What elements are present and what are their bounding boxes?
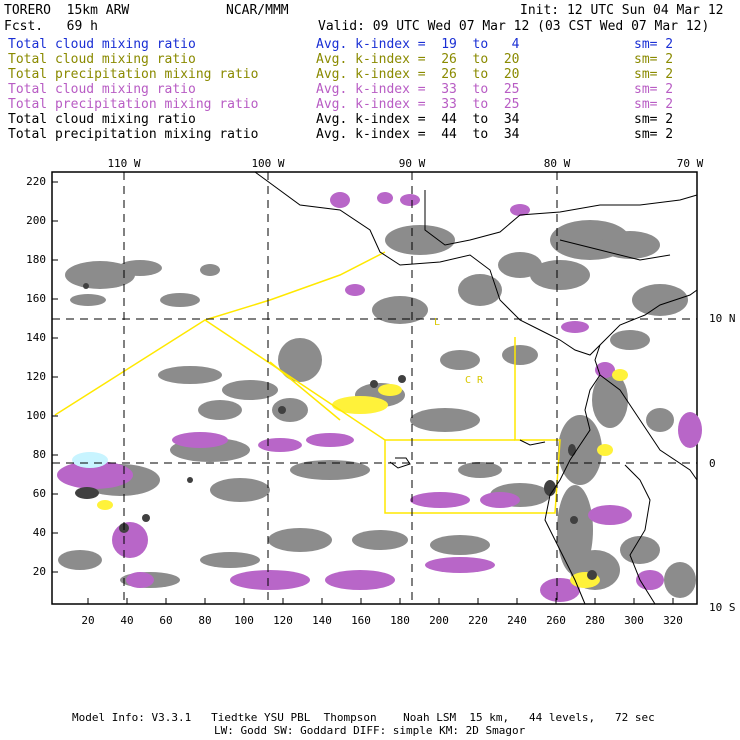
x-tick-label: 260: [546, 614, 566, 627]
x-tick-label: 200: [429, 614, 449, 627]
legend-row-field: Total cloud mixing ratio: [8, 52, 196, 67]
coastlines: [254, 171, 698, 605]
legend-row-avg: Avg. k-index = 33 to 25: [316, 97, 520, 112]
lat-lon-grid: [52, 172, 697, 604]
y-tick-label: 20: [32, 565, 46, 578]
forecast-hour: Fcst. 69 h: [4, 19, 98, 34]
legend-row-avg: Avg. k-index = 44 to 34: [316, 112, 520, 127]
x-tick-label: 40: [120, 614, 134, 627]
precip-regions-yellow: [97, 369, 628, 588]
valid-time: Valid: 09 UTC Wed 07 Mar 12 (03 CST Wed …: [318, 19, 710, 34]
legend-row-field: Total cloud mixing ratio: [8, 82, 196, 97]
legend-row-sm: sm= 2: [634, 67, 674, 82]
yellow-outline: [54, 251, 561, 514]
legend-row-avg: Avg. k-index = 26 to 20: [316, 52, 520, 67]
cloud-regions-cyan: [72, 452, 108, 468]
legend-row-sm: sm= 2: [634, 82, 674, 97]
y-tick-label: 120: [26, 370, 46, 383]
x-tick-label: 320: [663, 614, 683, 627]
map-frame: [51, 171, 698, 605]
legend-row-sm: sm= 2: [634, 37, 674, 52]
y-tick-label: 200: [26, 214, 46, 227]
lon-label: 100 W: [251, 157, 285, 170]
y-tick-label: 160: [26, 292, 46, 305]
legend-row-avg: Avg. k-index = 33 to 25: [316, 82, 520, 97]
y-tick-label: 100: [26, 409, 46, 422]
y-tick-label: 40: [32, 526, 46, 539]
cloud-regions-purple: [57, 192, 702, 602]
model-title: TORERO 15km ARW: [4, 3, 130, 18]
x-tick-label: 280: [585, 614, 605, 627]
lat-label: 0: [709, 457, 716, 470]
tick-marks: [52, 181, 674, 604]
legend-row-field: Total precipitation mixing ratio: [8, 97, 259, 112]
init-time: Init: 12 UTC Sun 04 Mar 12: [520, 3, 724, 18]
x-tick-label: 300: [624, 614, 644, 627]
legend-row-avg: Avg. k-index = 19 to 4: [316, 37, 520, 52]
cloud-cores-dark: [75, 283, 597, 580]
lat-label: 10 N: [709, 312, 736, 325]
x-tick-label: 160: [351, 614, 371, 627]
x-tick-label: 220: [468, 614, 488, 627]
lon-label: 80 W: [543, 157, 571, 170]
legend-row-sm: sm= 2: [634, 127, 674, 142]
y-tick-label: 140: [26, 331, 46, 344]
legend-row-field: Total cloud mixing ratio: [8, 112, 196, 127]
y-tick-label: 220: [26, 175, 46, 188]
legend-row-avg: Avg. k-index = 44 to 34: [316, 127, 520, 142]
y-tick-label: 60: [32, 487, 46, 500]
organization-label: NCAR/MMM: [226, 3, 289, 18]
x-tick-label: 100: [234, 614, 254, 627]
map-label-l: L: [434, 317, 440, 328]
y-tick-label: 180: [26, 253, 46, 266]
legend-row-field: Total cloud mixing ratio: [8, 37, 196, 52]
model-info-line2: LW: Godd SW: Goddard DIFF: simple KM: 2D…: [214, 724, 526, 737]
x-tick-label: 240: [507, 614, 527, 627]
x-tick-label: 120: [273, 614, 293, 627]
lon-label: 110 W: [107, 157, 141, 170]
x-tick-label: 140: [312, 614, 332, 627]
x-tick-label: 60: [159, 614, 173, 627]
legend-row-field: Total precipitation mixing ratio: [8, 127, 259, 142]
lon-label: 70 W: [676, 157, 704, 170]
legend-row-sm: sm= 2: [634, 97, 674, 112]
x-tick-label: 180: [390, 614, 410, 627]
map-label-cr: C R: [465, 375, 484, 386]
legend-row-sm: sm= 2: [634, 52, 674, 67]
lon-label: 90 W: [398, 157, 426, 170]
cloud-regions-gray: [58, 220, 696, 598]
x-tick-label: 80: [198, 614, 212, 627]
y-tick-label: 80: [32, 448, 46, 461]
x-tick-label: 20: [81, 614, 95, 627]
lat-label: 10 S: [709, 601, 736, 614]
model-info-line1: Model Info: V3.3.1 Tiedtke YSU PBL Thomp…: [72, 711, 655, 724]
legend-row-field: Total precipitation mixing ratio: [8, 67, 259, 82]
legend-row-avg: Avg. k-index = 26 to 20: [316, 67, 520, 82]
legend-row-sm: sm= 2: [634, 112, 674, 127]
